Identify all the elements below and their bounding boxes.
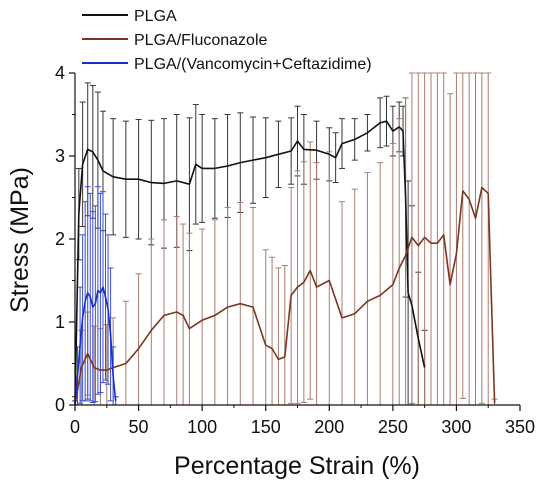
legend-label: PLGA/(Vancomycin+Ceftazidime) xyxy=(134,56,372,73)
y-tick-label: 2 xyxy=(55,229,65,249)
series-line-1 xyxy=(74,186,496,406)
x-tick-label: 0 xyxy=(70,417,80,437)
x-tick-label: 300 xyxy=(441,417,471,437)
y-tick-label: 0 xyxy=(55,395,65,415)
x-tick-label: 150 xyxy=(251,417,281,437)
series-line-0 xyxy=(74,120,426,406)
legend-label: PLGA/Fluconazole xyxy=(134,32,268,49)
x-tick-label: 350 xyxy=(505,417,535,437)
y-axis-label: Stress (MPa) xyxy=(6,167,34,313)
y-tick-label: 1 xyxy=(55,312,65,332)
tick-labels: 0 50 100 150 200 250 300 350 0 1 2 3 4 xyxy=(55,63,535,437)
y-tick-label: 4 xyxy=(55,63,65,83)
x-tick-label: 250 xyxy=(378,417,408,437)
legend-label: PLGA xyxy=(134,8,177,25)
legend: PLGA PLGA/Fluconazole PLGA/(Vancomycin+Cef… xyxy=(82,8,372,73)
series-lines xyxy=(74,120,496,406)
x-tick-label: 100 xyxy=(187,417,217,437)
y-tick-label: 3 xyxy=(55,146,65,166)
x-tick-label: 200 xyxy=(314,417,344,437)
series-line-2 xyxy=(74,286,117,406)
x-tick-label: 50 xyxy=(129,417,149,437)
x-axis-label: Percentage Strain (%) xyxy=(174,452,420,480)
